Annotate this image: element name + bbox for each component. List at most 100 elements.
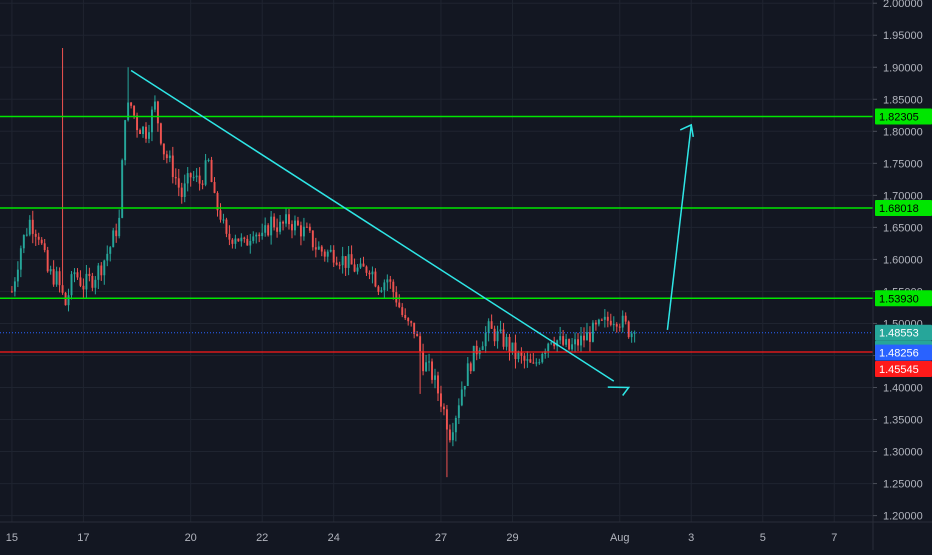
- candle-down: [523, 355, 526, 361]
- candle-down: [299, 225, 302, 237]
- candle-down: [225, 219, 228, 234]
- level-price-tag: 1.53930: [875, 290, 932, 307]
- candle-up: [329, 249, 332, 252]
- drawings[interactable]: [0, 69, 873, 396]
- y-tick-label: 1.20000: [883, 511, 923, 523]
- candle-down: [368, 272, 371, 275]
- candle-down: [174, 177, 177, 179]
- candle-down: [31, 219, 34, 234]
- candle-up: [19, 248, 22, 270]
- candle-down: [502, 329, 505, 347]
- candle-up: [434, 375, 436, 380]
- candle-down: [365, 266, 368, 273]
- candle-down: [100, 265, 103, 276]
- candle-down: [314, 247, 317, 250]
- candle-down: [389, 279, 392, 282]
- candle-down: [532, 362, 535, 364]
- candle-down: [448, 429, 451, 441]
- candle-down: [139, 130, 142, 135]
- candle-down: [130, 102, 133, 106]
- y-tick-label: 1.75000: [883, 158, 923, 170]
- candle-up: [380, 290, 383, 292]
- candle-down: [392, 281, 395, 293]
- candle-down: [475, 345, 478, 355]
- candle-down: [52, 269, 55, 285]
- y-tick-label: 1.95000: [883, 30, 923, 42]
- x-tick-label: 3: [688, 532, 694, 544]
- candle-up: [487, 321, 490, 333]
- candle-down: [237, 238, 240, 242]
- candle-up: [103, 260, 106, 276]
- candle-down: [88, 273, 91, 276]
- y-tick-label: 1.30000: [883, 447, 923, 459]
- candle-down: [231, 239, 234, 244]
- candle-up: [67, 295, 70, 306]
- candle-down: [377, 286, 380, 292]
- candle-up: [585, 332, 588, 341]
- candle-up: [511, 342, 514, 352]
- candle-up: [451, 432, 454, 441]
- x-tick-label: Aug: [610, 532, 630, 544]
- candle-down: [416, 334, 419, 337]
- candle-down: [210, 159, 213, 183]
- candle-down: [577, 339, 579, 346]
- candle-up: [496, 331, 499, 342]
- price-axis[interactable]: 1.200001.250001.300001.350001.400001.450…: [873, 0, 923, 523]
- candle-up: [463, 385, 466, 390]
- y-tick-label: 1.90000: [883, 62, 923, 74]
- candle-up: [505, 336, 508, 347]
- candle-up: [580, 335, 582, 346]
- candle-up: [106, 253, 109, 261]
- x-tick-label: 15: [6, 532, 18, 544]
- candle-down: [267, 225, 270, 236]
- candle-down: [353, 264, 356, 272]
- candle-down: [82, 285, 85, 290]
- candle-down: [291, 224, 293, 231]
- candle-down: [338, 264, 341, 266]
- candle-up: [538, 362, 541, 364]
- candle-up: [112, 230, 115, 248]
- projection-arrow-line[interactable]: [666, 124, 692, 330]
- candle-down: [335, 262, 338, 265]
- candle-down: [600, 319, 603, 321]
- x-tick-label: 17: [77, 532, 89, 544]
- candle-up: [270, 216, 273, 236]
- candle-up: [109, 247, 112, 254]
- red-price-tag: 1.45545: [875, 360, 932, 377]
- candle-down: [568, 339, 571, 350]
- candles: [10, 48, 636, 478]
- candle-down: [440, 393, 442, 407]
- candle-down: [520, 352, 523, 356]
- candle-up: [612, 324, 615, 326]
- candle-down: [624, 315, 627, 322]
- current-price-tag-text: 1.48553: [879, 328, 919, 340]
- red-price-tag-bg: [875, 360, 932, 377]
- candle-down: [246, 238, 249, 246]
- candle-up: [22, 235, 25, 249]
- candle-down: [514, 342, 517, 360]
- candle-up: [550, 342, 553, 344]
- current-price-tag-bg: [875, 324, 932, 341]
- candle-down: [395, 292, 398, 303]
- candle-up: [371, 271, 374, 275]
- candle-up: [559, 336, 562, 341]
- candle-down: [305, 226, 308, 228]
- candle-up: [285, 214, 288, 224]
- candle-up: [55, 271, 58, 285]
- candle-up: [547, 343, 550, 352]
- candle-up: [204, 160, 207, 185]
- candle-down: [445, 409, 448, 430]
- level-price-tag-bg: [875, 200, 932, 217]
- candle-down: [431, 361, 433, 380]
- candle-down: [219, 210, 222, 220]
- candle-down: [115, 230, 118, 237]
- candle-up: [574, 339, 577, 345]
- candle-up: [428, 361, 431, 363]
- trend-line[interactable]: [130, 69, 615, 382]
- time-axis[interactable]: 15 17 20 22 24 27 29 Aug 3 5 7: [6, 532, 838, 544]
- candle-down: [583, 335, 585, 341]
- y-tick-label: 1.65000: [883, 222, 923, 234]
